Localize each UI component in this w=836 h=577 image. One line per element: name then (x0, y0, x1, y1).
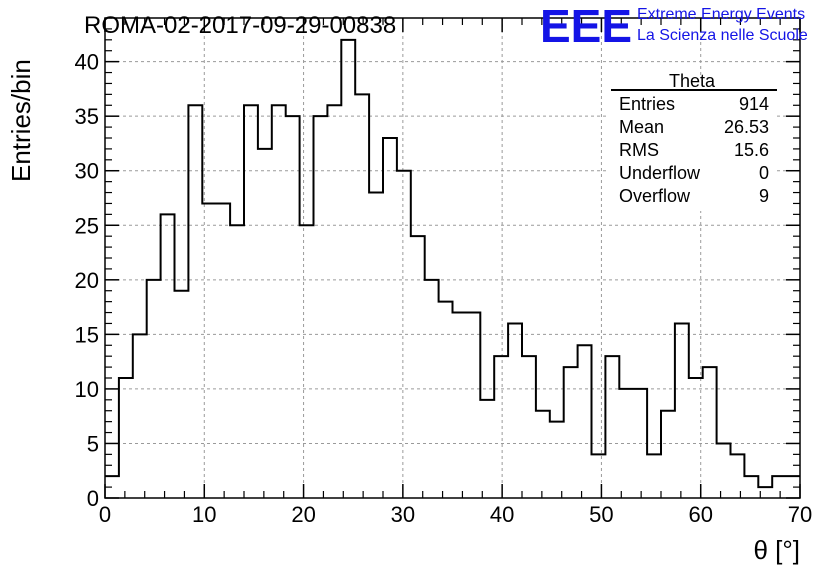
eee-logo: EEE (540, 0, 632, 52)
stats-value-mean: 26.53 (724, 117, 769, 137)
logo-line-1: Extreme Energy Events (637, 6, 805, 23)
run-title: ROMA-02-2017-09-29-00838 (84, 12, 396, 39)
stats-value-overflow: 9 (759, 186, 769, 206)
x-tick-label: 70 (788, 502, 812, 527)
logo-line-2: La Scienza nelle Scuole (637, 27, 808, 44)
y-tick-label: 20 (75, 268, 99, 293)
y-tick-label: 0 (87, 486, 99, 511)
stats-value-underflow: 0 (759, 163, 769, 183)
stats-box: Theta Entries 914 Mean 26.53 RMS 15.6 Un… (609, 71, 777, 211)
x-tick-label: 40 (490, 502, 514, 527)
y-tick-label: 25 (75, 213, 99, 238)
x-tick-label: 10 (192, 502, 216, 527)
y-tick-label: 5 (87, 431, 99, 456)
x-tick-label: 0 (99, 502, 111, 527)
y-tick-label: 10 (75, 377, 99, 402)
x-tick-label: 30 (391, 502, 415, 527)
stats-title: Theta (669, 71, 716, 91)
stats-value-entries: 914 (739, 94, 769, 114)
histogram-series (105, 38, 800, 489)
stats-label-overflow: Overflow (619, 186, 691, 206)
x-tick-label: 50 (589, 502, 613, 527)
y-tick-label: 15 (75, 322, 99, 347)
stats-box-background (609, 75, 777, 211)
y-tick-label: 35 (75, 104, 99, 129)
y-tick-label: 30 (75, 159, 99, 184)
stats-value-rms: 15.6 (734, 140, 769, 160)
axis-ticks: 0 10 20 30 40 50 60 70 0 5 10 15 20 25 30 35 40 (75, 17, 812, 527)
stats-label-underflow: Underflow (619, 163, 701, 183)
x-tick-label: 60 (688, 502, 712, 527)
x-tick-label: 20 (291, 502, 315, 527)
y-axis-label: Entries/bin (6, 59, 36, 182)
stats-label-mean: Mean (619, 117, 664, 137)
stats-label-rms: RMS (619, 140, 659, 160)
x-axis-label: θ [°] (753, 535, 800, 565)
grid-lines (105, 18, 800, 498)
y-tick-label: 40 (75, 50, 99, 75)
stats-label-entries: Entries (619, 94, 675, 114)
